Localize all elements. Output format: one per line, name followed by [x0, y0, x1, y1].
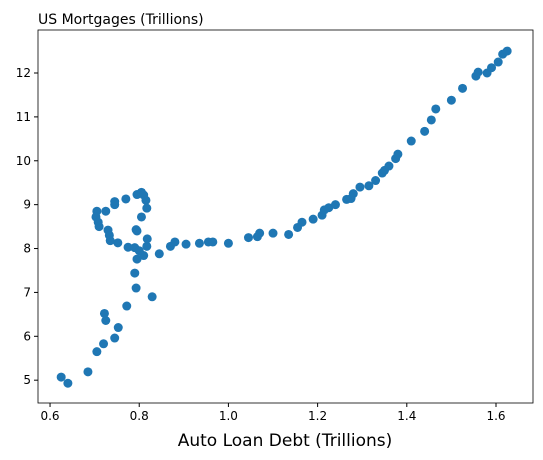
point — [101, 206, 111, 216]
x-tick-label: 1.4 — [397, 409, 416, 423]
point — [208, 237, 218, 247]
plot-frame — [37, 29, 534, 404]
point — [194, 238, 204, 248]
y-tick-label: 11 — [16, 110, 31, 124]
point — [223, 238, 233, 248]
point — [63, 378, 73, 388]
point — [99, 308, 109, 318]
x-tick-label: 0.6 — [40, 409, 59, 423]
point — [105, 236, 115, 246]
y-tick-label: 12 — [16, 66, 31, 80]
point — [384, 161, 394, 171]
point — [426, 115, 436, 125]
x-tick-label: 1.6 — [486, 409, 505, 423]
point — [364, 181, 374, 191]
point — [493, 57, 503, 67]
point — [431, 104, 441, 114]
point — [355, 182, 365, 192]
point — [136, 212, 146, 222]
point — [83, 367, 93, 377]
y-tick-label: 8 — [23, 242, 31, 256]
point — [123, 242, 133, 252]
point — [99, 339, 109, 349]
point — [122, 301, 132, 311]
point — [147, 292, 157, 302]
point — [132, 254, 142, 264]
point — [406, 136, 416, 146]
point — [268, 228, 278, 238]
point — [458, 83, 468, 93]
point — [56, 372, 66, 382]
point — [141, 195, 151, 205]
point — [446, 95, 456, 105]
point — [181, 239, 191, 249]
point — [131, 283, 141, 293]
x-tick-label: 1.2 — [308, 409, 327, 423]
point — [255, 228, 265, 238]
chart-title: US Mortgages (Trillions) — [38, 12, 204, 28]
x-axis-label: Auto Loan Debt (Trillions) — [178, 431, 393, 451]
point — [393, 149, 403, 159]
point — [284, 229, 294, 239]
y-tick-label: 9 — [23, 198, 31, 212]
point — [297, 217, 307, 227]
y-tick-label: 5 — [23, 373, 31, 387]
point — [101, 316, 111, 326]
y-tick-label: 10 — [16, 154, 31, 168]
point — [330, 200, 340, 210]
point — [487, 63, 497, 73]
y-tick-label: 6 — [23, 329, 31, 343]
x-tick-label: 0.8 — [130, 409, 149, 423]
point — [420, 126, 430, 136]
point — [243, 233, 253, 243]
point — [94, 222, 104, 232]
point — [131, 225, 141, 235]
point — [142, 234, 152, 244]
point — [348, 189, 358, 199]
point — [170, 237, 180, 247]
point — [121, 194, 131, 204]
point — [502, 46, 512, 56]
point — [92, 347, 102, 357]
point — [142, 241, 152, 251]
point — [110, 197, 120, 207]
x-tick-label: 1.0 — [219, 409, 238, 423]
point — [134, 246, 144, 256]
point — [142, 203, 152, 213]
point — [113, 238, 123, 248]
point — [154, 249, 164, 259]
point — [113, 323, 123, 333]
point — [130, 268, 140, 278]
y-tick-label: 7 — [23, 285, 31, 299]
point — [324, 203, 334, 213]
point — [473, 67, 483, 77]
point — [110, 333, 120, 343]
point — [308, 214, 318, 224]
point — [371, 176, 381, 186]
